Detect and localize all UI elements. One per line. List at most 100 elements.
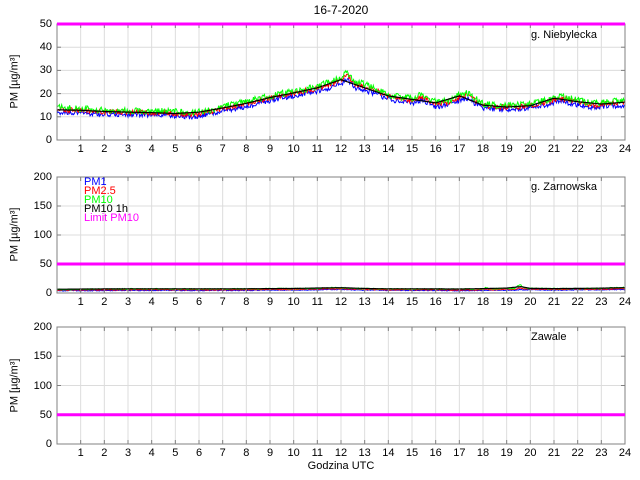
x-tick-label: 16 [429, 143, 442, 155]
y-tick-label: 0 [45, 438, 52, 450]
x-tick-label: 3 [124, 447, 132, 459]
x-tick-label: 24 [618, 296, 632, 308]
y-tick-label: 30 [39, 64, 52, 77]
plot-canvas-zawale [56, 326, 626, 445]
x-tick-label: 3 [124, 296, 132, 308]
series-pm10-1h [56, 79, 625, 115]
x-tick-label: 2 [101, 296, 108, 308]
figure-title: 16-7-2020 [313, 3, 369, 17]
x-tick-label: 8 [243, 296, 250, 308]
station-label-niebylecka: g. Niebylecka [531, 29, 598, 41]
x-tick-label: 23 [595, 296, 608, 308]
x-tick-label: 18 [476, 447, 490, 459]
x-tick-label: 19 [500, 143, 513, 155]
y-tick-label: 200 [33, 171, 52, 183]
y-tick-label: 150 [33, 200, 52, 212]
x-tick-label: 23 [595, 447, 608, 459]
x-tick-label: 5 [172, 143, 179, 155]
y-tick-label: 200 [33, 321, 52, 333]
x-tick-label: 4 [148, 447, 155, 459]
x-tick-label: 13 [358, 447, 371, 459]
x-tick-label: 13 [358, 296, 371, 308]
x-tick-label: 15 [405, 296, 419, 308]
station-label-zarnowska: g. Zarnowska [531, 181, 598, 193]
x-tick-label: 4 [148, 143, 155, 155]
x-tick-label: 6 [195, 447, 203, 459]
x-axis-label: Godzina UTC [307, 460, 375, 472]
x-tick-label: 10 [287, 143, 300, 155]
x-tick-label: 10 [287, 447, 300, 459]
x-tick-label: 17 [453, 447, 466, 459]
x-tick-label: 8 [243, 143, 250, 155]
y-tick-label: 50 [39, 18, 52, 30]
y-tick-label: 20 [39, 87, 52, 100]
x-tick-label: 17 [453, 296, 466, 308]
x-tick-label: 8 [243, 447, 250, 459]
x-tick-label: 21 [547, 296, 561, 308]
x-tick-label: 1 [77, 447, 84, 459]
x-tick-label: 5 [172, 296, 179, 308]
x-tick-label: 24 [618, 143, 632, 155]
legend-item-pm1: PM1 [84, 176, 107, 188]
x-tick-label: 13 [358, 143, 371, 155]
legend-item-limit-pm10: Limit PM10 [84, 212, 140, 224]
x-tick-label: 14 [382, 447, 395, 459]
x-tick-label: 15 [405, 143, 419, 155]
x-tick-label: 22 [571, 296, 584, 308]
x-tick-label: 21 [547, 143, 561, 155]
x-tick-label: 18 [476, 296, 490, 308]
y-tick-label: 50 [39, 258, 52, 270]
y-tick-label: 50 [39, 408, 52, 421]
y-tick-label: 100 [33, 229, 52, 241]
x-tick-label: 2 [101, 143, 108, 155]
x-tick-label: 22 [571, 143, 584, 155]
x-tick-label: 4 [148, 296, 155, 308]
x-tick-label: 23 [595, 143, 608, 155]
x-tick-label: 20 [524, 447, 537, 459]
x-tick-label: 17 [453, 143, 466, 155]
x-tick-label: 2 [101, 447, 108, 459]
x-tick-label: 9 [266, 447, 274, 459]
x-tick-label: 5 [172, 447, 179, 459]
x-tick-label: 7 [219, 143, 226, 155]
x-tick-label: 1 [77, 296, 84, 308]
x-tick-label: 11 [311, 143, 324, 155]
x-tick-label: 18 [476, 143, 490, 155]
x-tick-label: 10 [287, 296, 300, 308]
x-tick-label: 6 [195, 143, 203, 155]
x-tick-label: 14 [382, 296, 395, 308]
y-tick-label: 10 [39, 110, 52, 123]
legend-item-pm10-1h: PM10 1h [84, 203, 129, 215]
x-tick-label: 3 [124, 143, 132, 155]
x-tick-label: 11 [311, 296, 324, 308]
x-tick-label: 12 [334, 296, 348, 308]
x-tick-label: 7 [219, 296, 226, 308]
x-tick-label: 16 [429, 296, 442, 308]
y-tick-label: 100 [33, 379, 52, 392]
x-tick-label: 24 [618, 447, 632, 459]
x-tick-label: 21 [547, 447, 561, 459]
x-tick-label: 6 [195, 296, 203, 308]
y-tick-label: 0 [45, 287, 52, 299]
legend-item-pm10: PM10 [84, 194, 113, 206]
x-tick-label: 20 [524, 143, 537, 155]
station-label-zawale: Zawale [531, 331, 567, 343]
legend: PM1 PM2.5 PM10 PM10 1h Limit PM10 [84, 176, 140, 224]
x-tick-label: 16 [429, 447, 442, 459]
y-tick-label: 0 [45, 134, 52, 146]
x-tick-label: 15 [405, 447, 419, 459]
y-tick-label: 150 [33, 350, 52, 363]
x-tick-label: 12 [334, 447, 348, 459]
x-tick-label: 1 [77, 143, 84, 155]
x-tick-label: 14 [382, 143, 395, 155]
x-tick-label: 19 [500, 296, 513, 308]
x-tick-label: 19 [500, 447, 513, 459]
y-tick-label: 40 [39, 41, 52, 54]
legend-item-pm25: PM2.5 [84, 185, 116, 197]
x-tick-label: 22 [571, 447, 584, 459]
x-tick-label: 12 [334, 143, 348, 155]
x-tick-label: 7 [219, 447, 226, 459]
x-tick-label: 9 [266, 143, 274, 155]
series-pm10-1h [57, 285, 625, 290]
